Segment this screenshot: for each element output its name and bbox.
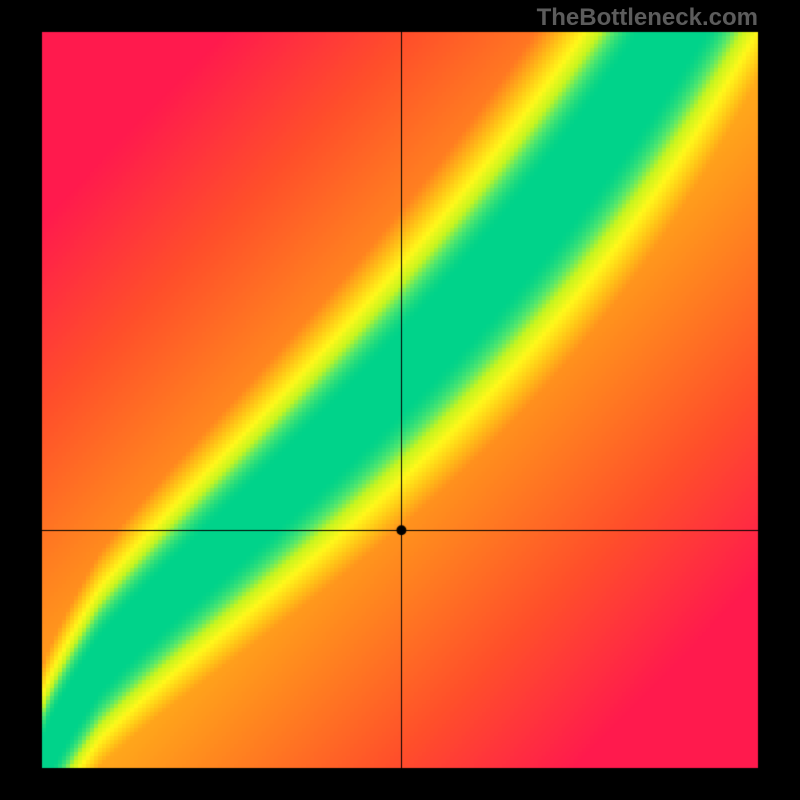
bottleneck-heatmap <box>0 0 800 800</box>
watermark-text: TheBottleneck.com <box>537 4 758 32</box>
chart-container: TheBottleneck.com <box>0 0 800 800</box>
